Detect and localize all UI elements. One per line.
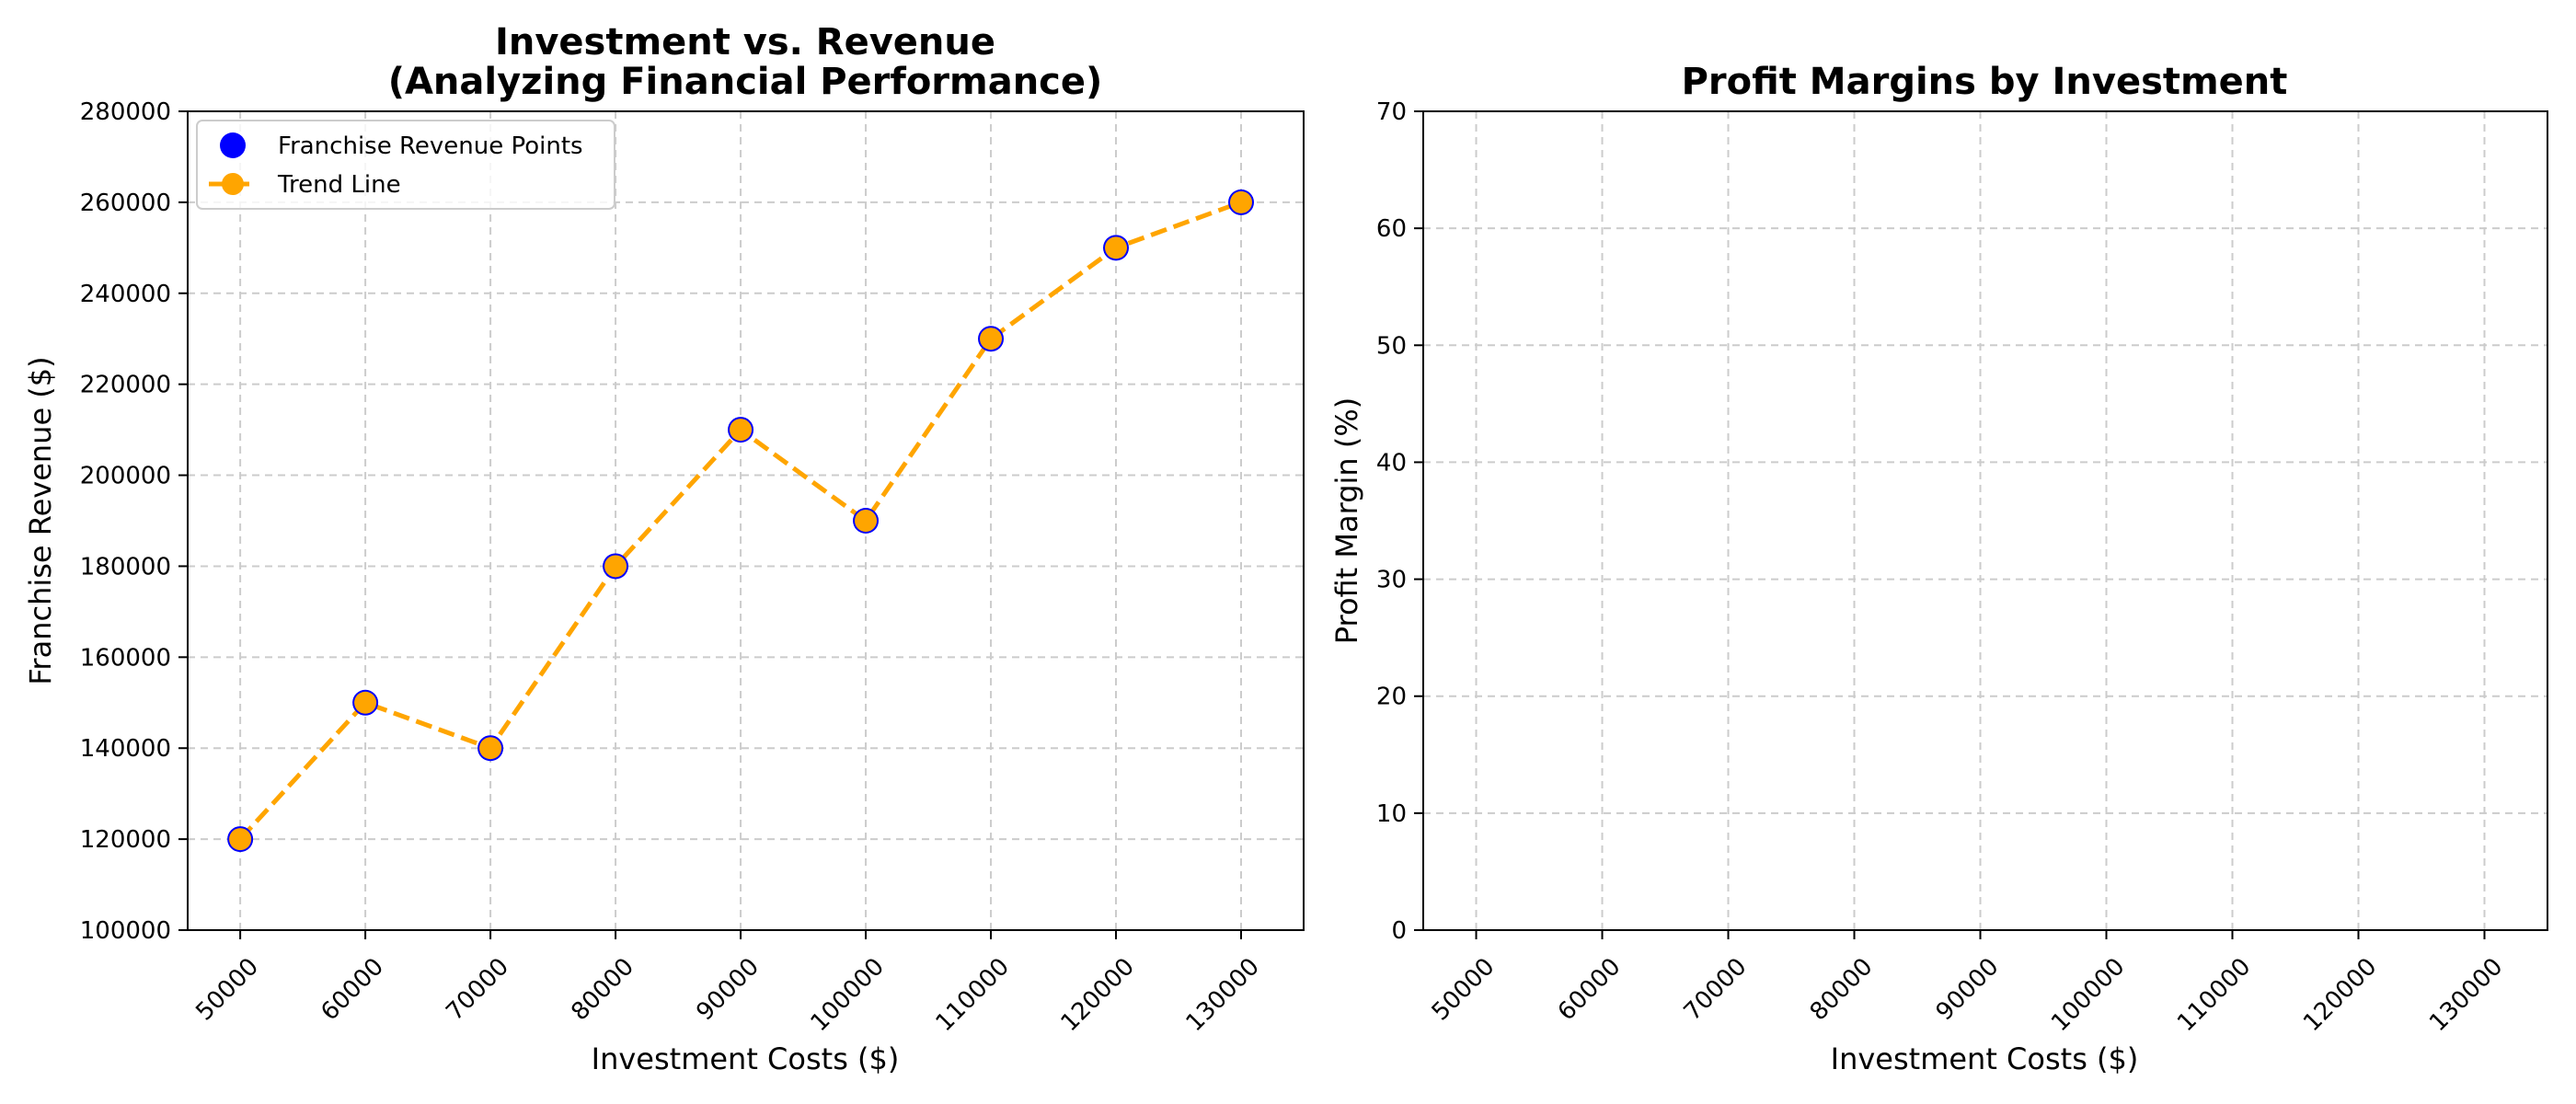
chart-left-scatter-series	[227, 189, 1255, 853]
chart-right-title: Profit Margins by Investment	[1682, 61, 2288, 103]
left-y-tick-label: 200000	[80, 463, 171, 490]
left-y-tick-label: 180000	[80, 553, 171, 581]
chart-left-title-line1: Investment vs. Revenue	[495, 21, 995, 63]
trend-line-marker	[354, 691, 377, 714]
left-y-tick-label: 120000	[80, 826, 171, 854]
chart-left-legend-label-trend: Trend Line	[277, 171, 401, 199]
chart-right-y-axis-label: Profit Margin (%)	[1329, 397, 1364, 644]
trend-line-marker	[980, 328, 1003, 351]
right-y-tick-label: 70	[1376, 98, 1407, 126]
right-y-tick-label: 10	[1376, 800, 1407, 828]
chart-left-title-line2: (Analyzing Financial Performance)	[388, 61, 1103, 103]
chart-left-plot-frame	[187, 110, 1305, 931]
trend-line-marker	[1230, 190, 1253, 213]
chart-left-y-axis-label: Franchise Revenue ($)	[23, 356, 58, 684]
chart-left-legend: Franchise Revenue Points Trend Line	[196, 120, 615, 210]
trend-line-marker	[1105, 236, 1128, 259]
chart-right-plot-frame	[1422, 110, 2548, 931]
trend-line-marker	[479, 737, 502, 760]
right-y-tick-label: 40	[1376, 449, 1407, 477]
chart-left-legend-label-scatter: Franchise Revenue Points	[278, 132, 583, 160]
right-y-tick-label: 50	[1376, 332, 1407, 360]
right-y-tick-label: 20	[1376, 684, 1407, 711]
chart-left-y-ticks: 100000 120000 140000 160000 180000 200000 2200…	[80, 98, 188, 945]
trend-line-marker	[730, 419, 753, 442]
chart-left-legend-box	[196, 120, 615, 210]
trend-line-marker	[229, 828, 252, 851]
left-y-tick-label: 240000	[80, 281, 171, 308]
right-y-tick-label: 30	[1376, 567, 1407, 594]
left-y-tick-label: 260000	[80, 190, 171, 217]
trend-line-marker	[604, 555, 627, 578]
chart-right-y-ticks: 0 10 20 30 40 50 60 70	[1376, 98, 1423, 945]
left-y-tick-label: 160000	[80, 644, 171, 672]
left-y-tick-label: 220000	[80, 372, 171, 399]
left-y-tick-label: 140000	[80, 735, 171, 763]
left-y-tick-label: 100000	[80, 917, 171, 945]
chart-right-x-axis-label: Investment Costs ($)	[1831, 1041, 2139, 1076]
chart-left-legend-marker-line-dot	[222, 173, 244, 195]
chart-left-legend-marker-scatter	[220, 132, 246, 158]
trend-line-marker	[855, 510, 878, 532]
left-y-tick-label: 280000	[80, 98, 171, 126]
right-y-tick-label: 0	[1391, 917, 1407, 945]
chart-left-x-axis-label: Investment Costs ($)	[592, 1041, 900, 1076]
right-y-tick-label: 60	[1376, 215, 1407, 243]
